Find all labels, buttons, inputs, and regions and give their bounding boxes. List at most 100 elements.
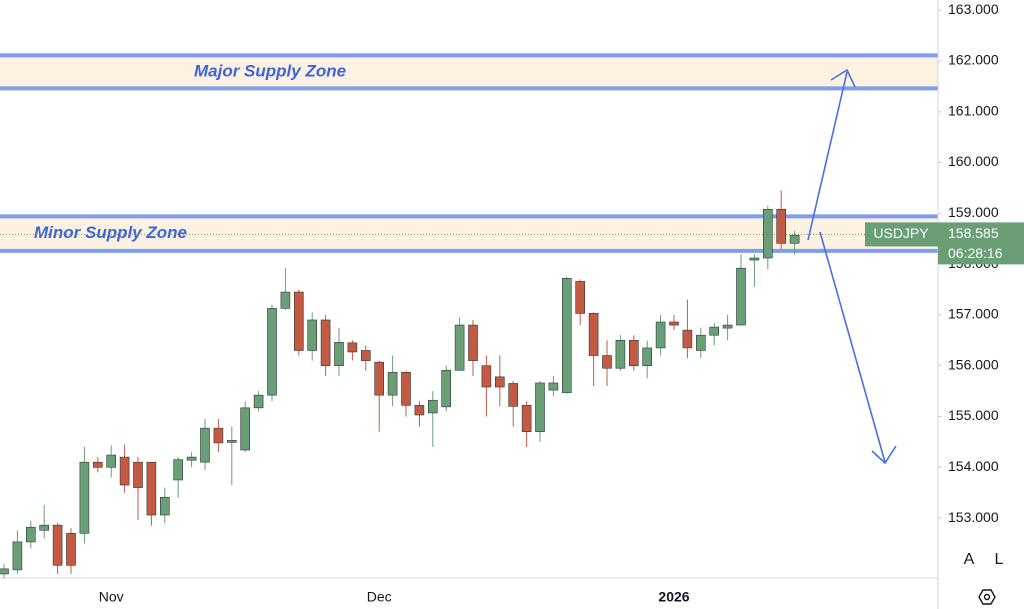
- y-tick-label: 159.000: [948, 204, 999, 220]
- candle-body: [789, 234, 800, 244]
- candle-body: [481, 365, 492, 388]
- candle-body: [454, 324, 465, 371]
- scale-button-bg[interactable]: [957, 548, 981, 572]
- y-tick-label: 163.000: [948, 1, 999, 17]
- settings-icon[interactable]: [978, 589, 996, 605]
- candle-body: [682, 329, 693, 349]
- candle-body: [468, 324, 478, 361]
- candle-body: [0, 568, 9, 575]
- candle-body: [52, 524, 63, 566]
- down-arrow-head: [871, 445, 897, 465]
- candles: [0, 190, 800, 580]
- scale-button-label[interactable]: A: [964, 551, 975, 568]
- candle-body: [334, 342, 344, 366]
- x-tick-label: 2026: [658, 589, 689, 605]
- scale-button-label[interactable]: L: [995, 551, 1004, 568]
- y-tick-label: 161.000: [948, 102, 999, 118]
- candle-body: [427, 399, 438, 414]
- candle-body: [628, 339, 639, 366]
- candle-body: [213, 427, 224, 444]
- symbol-label: USDJPY: [873, 225, 929, 241]
- candle-body: [669, 321, 679, 326]
- candle-body: [360, 350, 371, 361]
- candle-body: [535, 382, 545, 433]
- up-arrow: [807, 71, 848, 241]
- candle-body: [106, 454, 116, 468]
- candle-body: [320, 319, 331, 366]
- candle-body: [253, 394, 264, 409]
- candle-body: [374, 361, 385, 396]
- zones: Major Supply Zone Minor Supply Zone: [0, 53, 938, 253]
- candle-body: [722, 324, 733, 329]
- y-tick-label: 162.000: [948, 52, 999, 68]
- y-tick-label: 157.000: [948, 306, 999, 322]
- candle-body: [776, 208, 787, 244]
- y-tick-label: 155.000: [948, 407, 999, 423]
- candle-body: [227, 440, 237, 443]
- y-tick-label: 160.000: [948, 153, 999, 169]
- scale-button[interactable]: L: [987, 548, 1011, 572]
- candle-body: [160, 496, 170, 516]
- scale-button[interactable]: A: [957, 548, 981, 572]
- candle-body: [307, 319, 318, 351]
- candle-body: [39, 524, 50, 531]
- y-tick-label: 156.000: [948, 356, 999, 372]
- y-tick-label: 154.000: [948, 458, 999, 474]
- zone-band: [0, 55, 938, 89]
- candle-body: [387, 371, 398, 396]
- x-tick-label: Dec: [367, 589, 392, 605]
- candle-body: [709, 326, 720, 336]
- candle-body: [280, 291, 291, 309]
- candle-body: [642, 347, 653, 366]
- candle-body: [347, 342, 358, 353]
- candle-body: [146, 461, 157, 516]
- candle-body: [655, 321, 666, 349]
- candle-body: [736, 267, 746, 326]
- candle-body: [749, 257, 760, 261]
- down-arrow: [819, 231, 886, 463]
- candle-body: [25, 526, 36, 543]
- overlay: [807, 68, 897, 465]
- symbol-tag: [865, 222, 938, 247]
- candle-body: [602, 355, 612, 369]
- candle-body: [521, 405, 532, 433]
- x-tick-label: Nov: [99, 589, 124, 605]
- up-arrow-head: [830, 68, 856, 88]
- candle-body: [615, 339, 626, 369]
- candle-body: [267, 308, 277, 396]
- candle-body: [762, 208, 773, 259]
- candle-body: [293, 291, 304, 351]
- candle-body: [240, 407, 250, 451]
- zone-label: Minor Supply Zone: [34, 223, 187, 242]
- candle-body: [441, 369, 452, 408]
- candle-body: [588, 313, 599, 356]
- price-tag: [938, 222, 1024, 265]
- candle-body: [79, 461, 90, 534]
- candle-body: [133, 461, 143, 488]
- candle-body: [66, 533, 76, 566]
- settings-button[interactable]: [978, 589, 996, 605]
- countdown-label: 06:28:16: [948, 245, 1003, 261]
- candle-body: [508, 383, 519, 407]
- candle-body: [575, 281, 586, 314]
- candle-body: [401, 371, 411, 406]
- settings-icon-center[interactable]: [983, 593, 991, 601]
- candle-body: [548, 382, 559, 391]
- candle-body: [414, 405, 425, 416]
- candle-body: [200, 427, 210, 463]
- candle-body: [12, 541, 23, 571]
- candle-body: [186, 456, 197, 461]
- axis: Nov Dec 2026 153.000 154.000 155.000 156.000 15…: [99, 1, 1024, 605]
- candle-body: [695, 334, 706, 351]
- price-label: 158.585: [948, 225, 999, 241]
- candle-body: [93, 461, 103, 468]
- candle-body: [173, 459, 183, 481]
- y-tick-label: 153.000: [948, 509, 999, 525]
- scale-button-bg[interactable]: [987, 548, 1011, 572]
- candle-body: [561, 278, 572, 393]
- candle-body: [119, 456, 130, 486]
- zone-label: Major Supply Zone: [194, 61, 346, 80]
